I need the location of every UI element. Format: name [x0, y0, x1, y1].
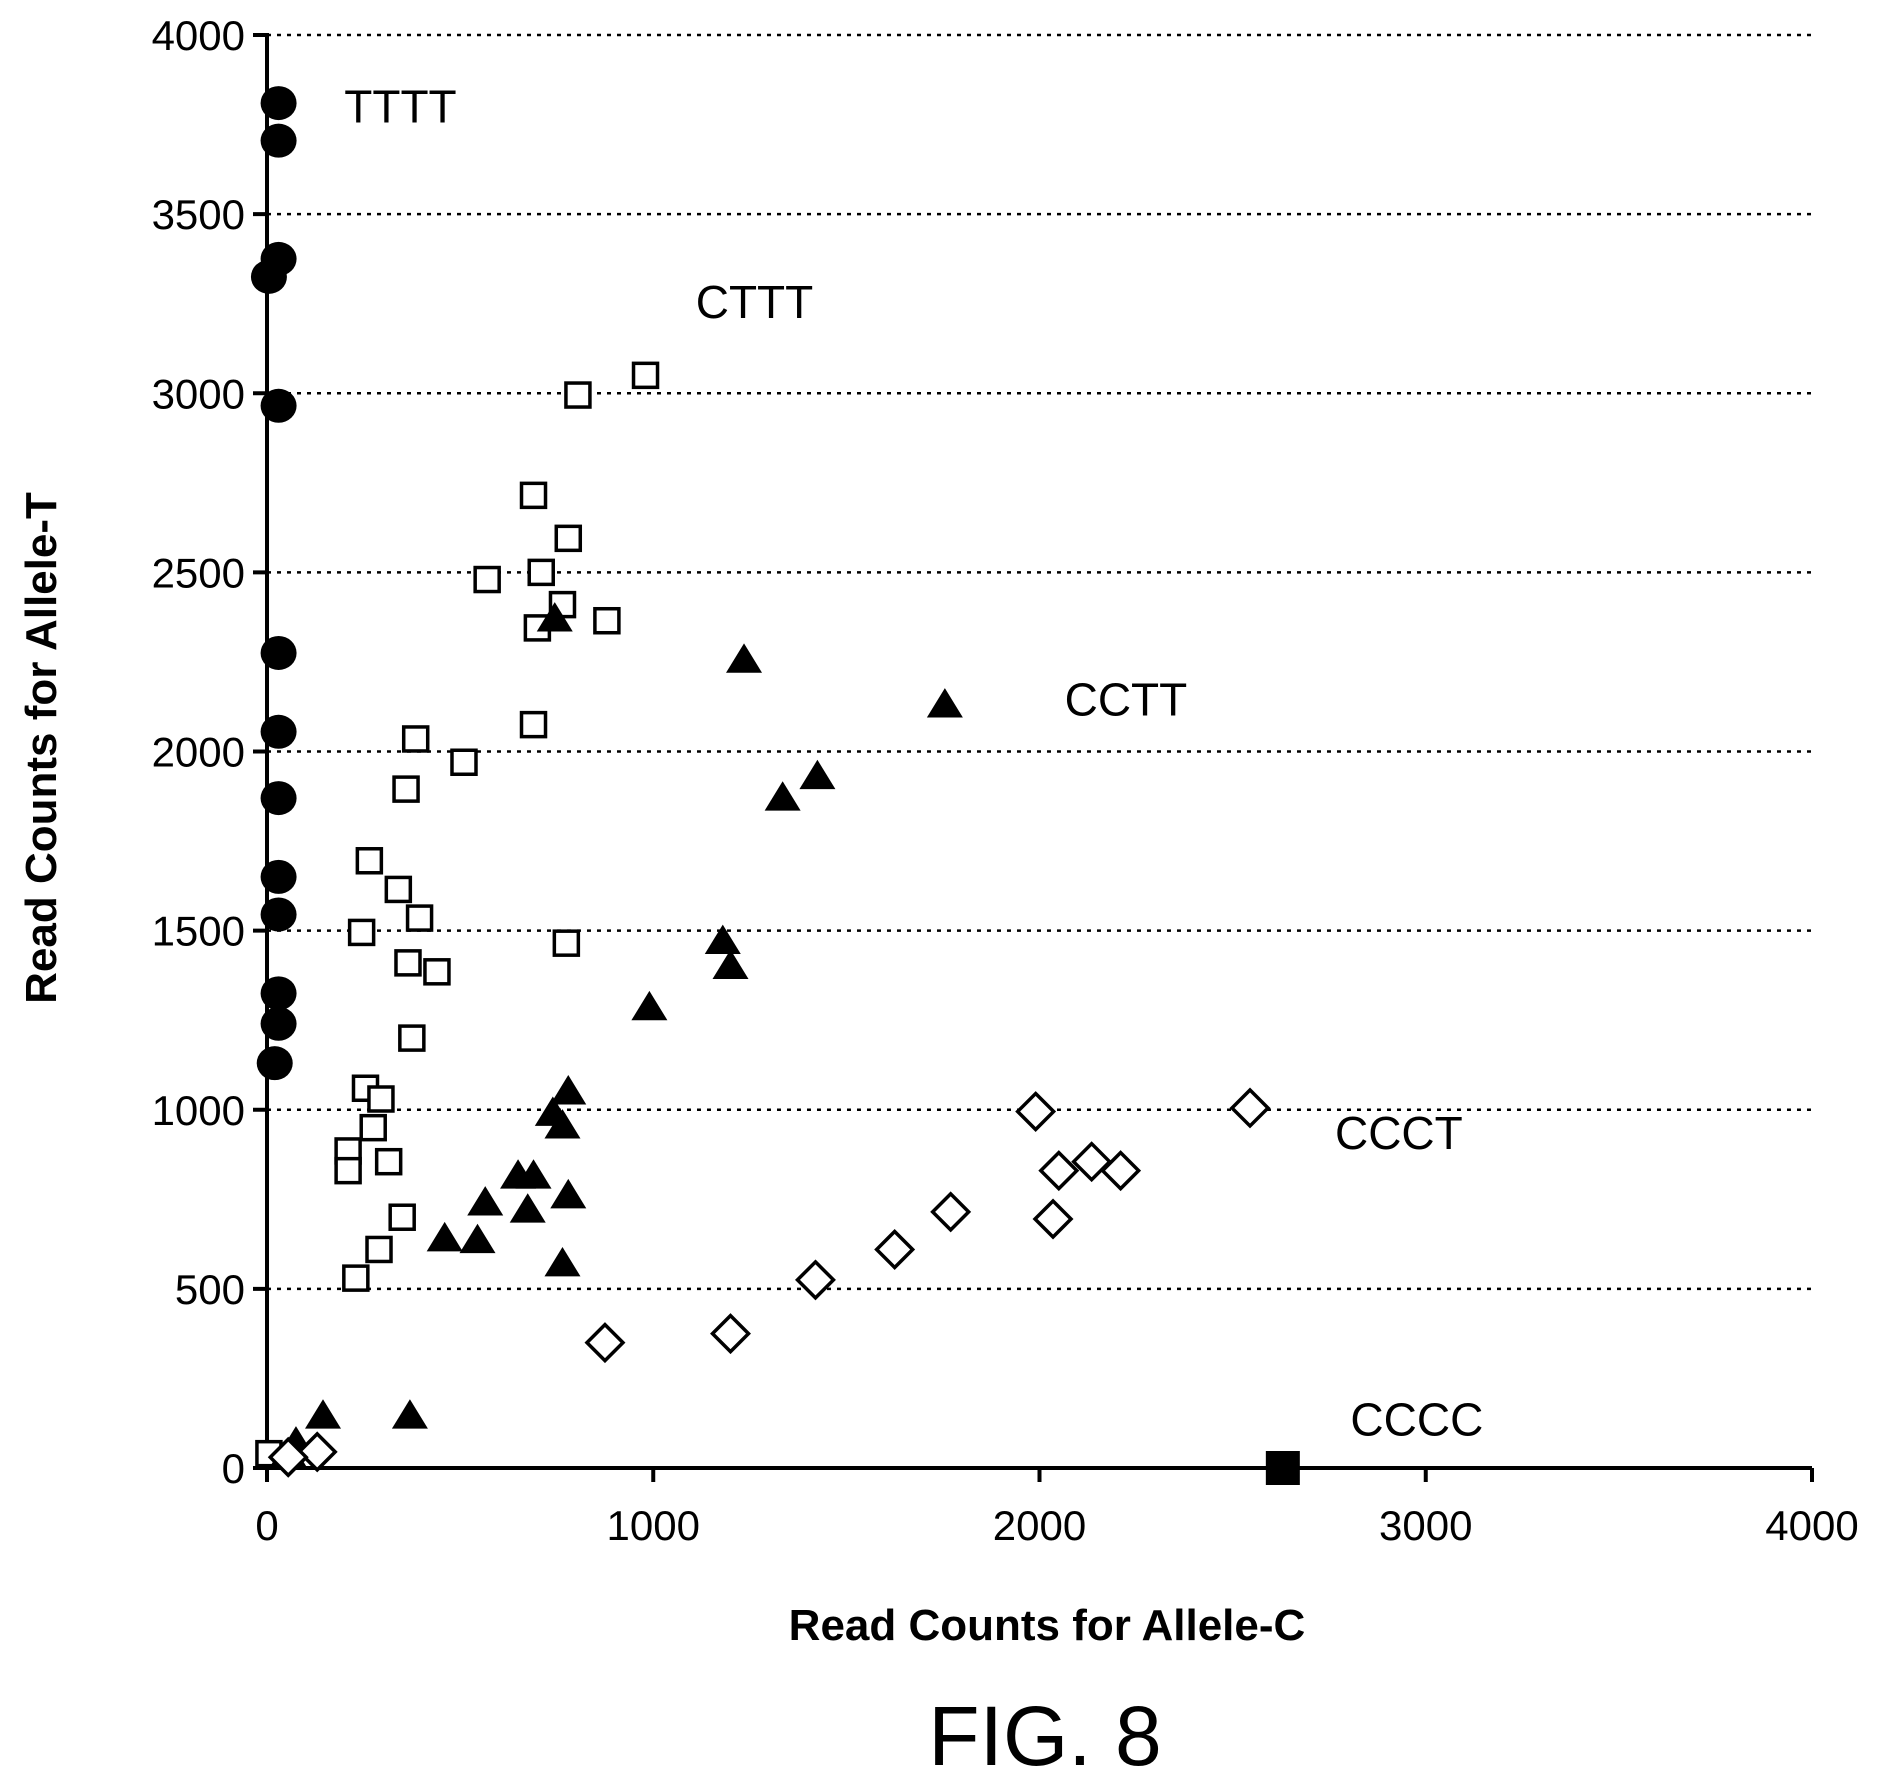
point-ccct — [1100, 1150, 1142, 1192]
point-tttt — [260, 1006, 297, 1041]
point-cctt — [712, 949, 749, 980]
point-cctt — [467, 1186, 504, 1216]
point-cttt — [394, 949, 422, 977]
x-tick-label: 2000 — [993, 1502, 1086, 1549]
point-cctt — [550, 1075, 587, 1105]
data-points — [250, 86, 1300, 1485]
y-tick-label: 500 — [175, 1266, 245, 1313]
point-cttt — [388, 1203, 416, 1231]
y-tick-label: 3000 — [152, 370, 245, 417]
point-cttt — [347, 918, 376, 947]
point-tttt — [260, 897, 297, 932]
y-axis-title: Read Counts for Allele-T — [17, 492, 66, 1004]
point-tttt — [260, 86, 297, 121]
x-tick-label: 0 — [255, 1502, 278, 1549]
point-cttt — [519, 481, 548, 510]
point-tttt — [260, 635, 297, 670]
figure-caption: FIG. 8 — [928, 1689, 1161, 1780]
point-ccct — [267, 1436, 309, 1478]
point-cctt — [426, 1221, 463, 1252]
series-label-ccct: CCCT — [1335, 1107, 1463, 1159]
point-cttt — [398, 1024, 426, 1052]
point-cttt — [355, 847, 384, 875]
series-label-cccc: CCCC — [1350, 1394, 1483, 1446]
point-cttt — [631, 361, 660, 390]
x-axis-title: Read Counts for Allele-C — [789, 1601, 1306, 1650]
y-tick-label: 2500 — [152, 549, 245, 596]
x-tick-label: 1000 — [607, 1502, 700, 1549]
point-cctt — [631, 990, 668, 1021]
point-tttt — [260, 123, 297, 158]
point-cctt — [391, 1399, 428, 1429]
point-cctt — [509, 1193, 546, 1223]
point-cttt — [405, 904, 434, 932]
point-tttt — [260, 859, 297, 894]
point-ccct — [1015, 1091, 1057, 1133]
point-tttt — [260, 388, 297, 423]
x-tick-label: 3000 — [1379, 1502, 1472, 1549]
point-tttt — [250, 259, 287, 294]
point-cctt — [799, 759, 836, 790]
point-ccct — [1032, 1198, 1074, 1240]
point-ccct — [795, 1259, 836, 1301]
point-cttt — [367, 1085, 395, 1113]
point-cttt — [359, 1113, 387, 1142]
point-cctt — [544, 1109, 581, 1139]
point-cttt — [519, 710, 548, 739]
point-cctt — [726, 643, 763, 673]
point-cctt — [550, 1178, 587, 1209]
point-cttt — [450, 748, 478, 776]
point-cttt — [374, 1147, 403, 1176]
point-cttt — [365, 1235, 393, 1264]
point-cttt — [593, 606, 621, 635]
y-tick-label: 1500 — [152, 908, 245, 955]
point-tttt — [260, 781, 297, 816]
point-cttt — [342, 1264, 370, 1292]
point-cctt — [459, 1223, 496, 1254]
y-tick-label: 1000 — [152, 1087, 245, 1134]
y-tick-labels: 0 500 1000 1500 2000 2500 3000 3500 4000 — [152, 12, 245, 1492]
point-ccct — [874, 1228, 916, 1270]
series-label-tttt: TTTT — [344, 81, 456, 133]
axes — [253, 33, 1814, 1482]
point-cttt — [423, 958, 451, 986]
series-label-cctt: CCTT — [1065, 674, 1188, 726]
point-cctt — [536, 602, 573, 632]
point-cctt — [544, 1246, 581, 1277]
point-ccct — [296, 1431, 338, 1473]
point-ccct — [930, 1191, 972, 1233]
series-label-cttt: CTTT — [696, 276, 814, 328]
point-cttt — [527, 558, 555, 587]
point-ccct — [584, 1322, 626, 1364]
y-tick-label: 3500 — [152, 191, 245, 238]
point-cttt — [334, 1156, 362, 1185]
point-cttt — [384, 875, 413, 904]
point-tttt — [260, 714, 297, 749]
point-cctt — [764, 781, 801, 811]
point-cttt — [401, 725, 430, 753]
x-tick-labels: 0 1000 2000 3000 4000 — [255, 1502, 1858, 1549]
point-cttt — [564, 381, 592, 409]
point-cttt — [554, 524, 583, 553]
series-labels: TTTT CTTT CCTT CCCT CCCC — [344, 81, 1483, 1446]
point-cttt — [392, 775, 420, 803]
point-cctt — [515, 1159, 552, 1189]
point-ccct — [1229, 1087, 1271, 1129]
point-cttt — [473, 565, 501, 594]
point-tttt — [260, 976, 297, 1011]
point-ccct — [710, 1313, 751, 1355]
point-cctt — [305, 1399, 342, 1429]
y-tick-label: 4000 — [152, 12, 245, 59]
point-cccc — [1265, 1451, 1300, 1485]
point-tttt — [256, 1046, 293, 1081]
y-tick-label: 0 — [222, 1445, 245, 1492]
point-ccct — [1038, 1150, 1080, 1192]
x-tick-label: 4000 — [1765, 1502, 1858, 1549]
point-cttt — [552, 929, 581, 957]
point-cctt — [704, 924, 741, 954]
point-cctt — [926, 688, 963, 718]
y-tick-label: 2000 — [152, 729, 245, 776]
